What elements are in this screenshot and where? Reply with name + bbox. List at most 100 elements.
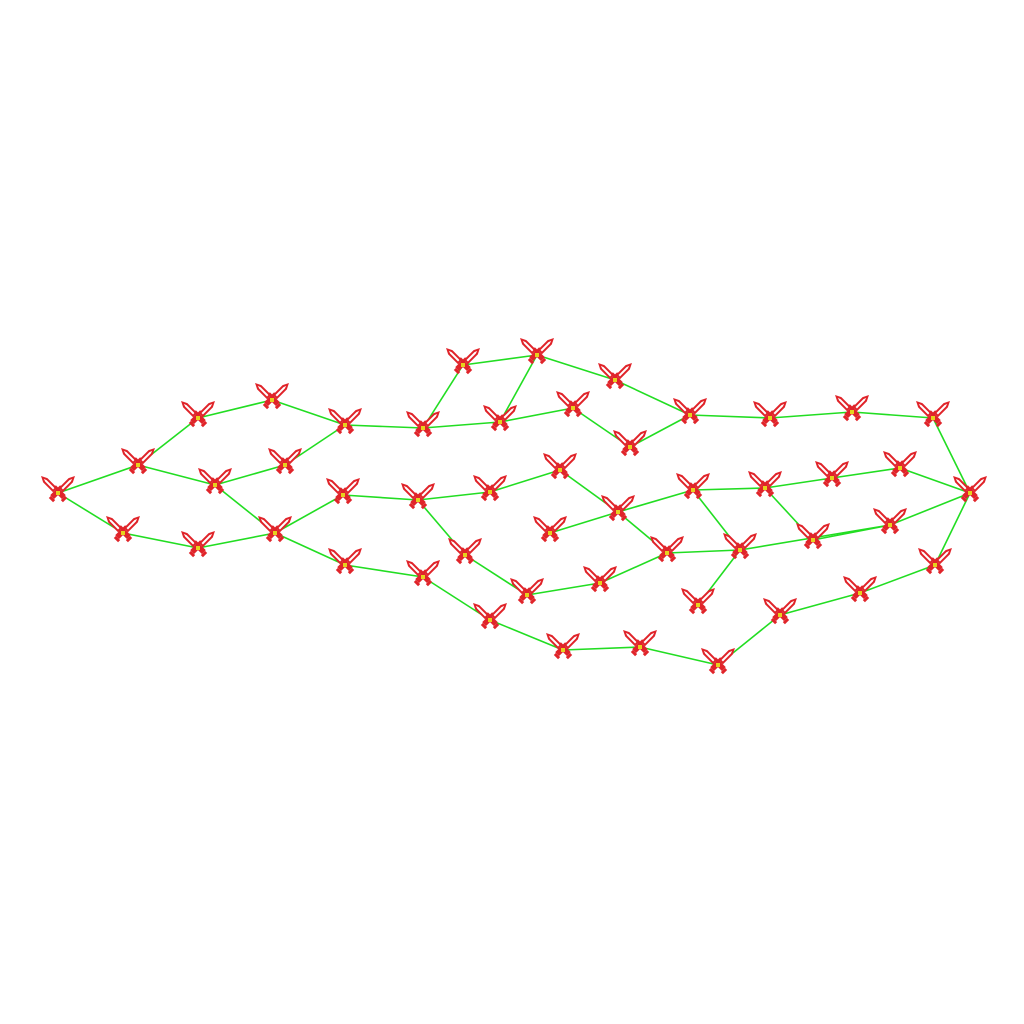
combat-node[interactable] <box>401 406 445 441</box>
combat-node[interactable] <box>878 446 922 481</box>
map-path-edge <box>499 407 574 423</box>
combat-node[interactable] <box>176 396 220 431</box>
path-network <box>57 354 971 666</box>
map-path-edge <box>499 354 538 423</box>
crossed-swords-icon <box>478 400 522 435</box>
map-path-edge <box>197 399 273 419</box>
map-path-edge <box>122 532 199 549</box>
combat-node[interactable] <box>748 396 792 431</box>
map-path-edge <box>274 494 344 534</box>
crossed-swords-icon <box>878 446 922 481</box>
combat-node[interactable] <box>913 543 957 578</box>
map-path-edge <box>489 469 561 493</box>
combat-node[interactable] <box>538 448 582 483</box>
map-path-edge <box>599 552 668 584</box>
map-path-edge <box>639 646 719 666</box>
crossed-swords-icon <box>696 643 740 678</box>
node-layer <box>36 333 992 678</box>
crossed-swords-icon <box>676 583 720 618</box>
crossed-swords-icon <box>551 386 595 421</box>
crossed-swords-icon <box>263 443 307 478</box>
map-path-edge <box>812 524 891 541</box>
map-path-edge <box>932 417 971 494</box>
combat-node[interactable] <box>868 503 912 538</box>
crossed-swords-icon <box>401 555 445 590</box>
combat-node[interactable] <box>696 643 740 678</box>
combat-node[interactable] <box>810 456 854 491</box>
crossed-swords-icon <box>718 528 762 563</box>
crossed-swords-icon <box>618 625 662 660</box>
crossed-swords-icon <box>913 543 957 578</box>
combat-node[interactable] <box>743 466 787 501</box>
map-path-edge <box>617 489 694 513</box>
combat-node[interactable] <box>250 378 294 413</box>
map-path-edge <box>889 492 971 526</box>
crossed-swords-icon <box>671 468 715 503</box>
map-path-edge <box>549 511 619 534</box>
crossed-swords-icon <box>441 343 485 378</box>
map-path-edge <box>489 619 564 651</box>
combat-node[interactable] <box>323 543 367 578</box>
combat-node[interactable] <box>676 583 720 618</box>
crossed-swords-icon <box>101 511 145 546</box>
combat-node[interactable] <box>401 555 445 590</box>
map-path-edge <box>851 411 934 419</box>
combat-node[interactable] <box>116 443 160 478</box>
map-path-edge <box>899 467 971 494</box>
crossed-swords-icon <box>515 333 559 368</box>
crossed-swords-icon <box>176 396 220 431</box>
map-path-edge <box>831 467 901 479</box>
combat-node[interactable] <box>321 473 365 508</box>
combat-node[interactable] <box>541 628 585 663</box>
combat-node[interactable] <box>505 573 549 608</box>
map-path-edge <box>764 477 833 489</box>
combat-node[interactable] <box>101 511 145 546</box>
combat-node[interactable] <box>478 400 522 435</box>
map-path-edge <box>689 414 771 419</box>
combat-node[interactable] <box>578 561 622 596</box>
combat-node[interactable] <box>176 526 220 561</box>
crossed-swords-icon <box>541 628 585 663</box>
crossed-swords-icon <box>911 396 955 431</box>
map-path-edge <box>344 424 424 429</box>
map-path-edge <box>692 487 766 491</box>
map-path-edge <box>271 399 346 426</box>
combat-node[interactable] <box>830 390 874 425</box>
map-path-edge <box>666 549 741 554</box>
combat-node[interactable] <box>515 333 559 368</box>
crossed-swords-icon <box>668 393 712 428</box>
map-path-edge <box>214 464 286 486</box>
combat-node[interactable] <box>551 386 595 421</box>
map-path-edge <box>197 532 276 549</box>
map-path-edge <box>342 494 419 501</box>
crossed-swords-icon <box>321 473 365 508</box>
map-path-edge <box>274 532 346 566</box>
crossed-swords-icon <box>250 378 294 413</box>
crossed-swords-icon <box>608 425 652 460</box>
map-path-edge <box>629 414 691 448</box>
combat-node[interactable] <box>441 343 485 378</box>
crossed-swords-icon <box>396 478 440 513</box>
map-path-edge <box>562 646 641 651</box>
map-path-edge <box>779 592 861 616</box>
crossed-swords-icon <box>868 503 912 538</box>
combat-node[interactable] <box>671 468 715 503</box>
map-path-edge <box>137 464 216 486</box>
combat-node[interactable] <box>911 396 955 431</box>
crossed-swords-icon <box>810 456 854 491</box>
combat-node[interactable] <box>718 528 762 563</box>
crossed-swords-icon <box>323 543 367 578</box>
combat-node[interactable] <box>263 443 307 478</box>
crossed-swords-icon <box>830 390 874 425</box>
map-path-edge <box>417 491 491 501</box>
combat-node[interactable] <box>668 393 712 428</box>
combat-node[interactable] <box>396 478 440 513</box>
crossed-swords-icon <box>401 406 445 441</box>
map-path-edge <box>57 464 139 494</box>
combat-node[interactable] <box>608 425 652 460</box>
crossed-swords-icon <box>748 396 792 431</box>
crossed-swords-icon <box>176 526 220 561</box>
crossed-swords-icon <box>578 561 622 596</box>
combat-node[interactable] <box>618 625 662 660</box>
map-path-edge <box>769 411 853 419</box>
